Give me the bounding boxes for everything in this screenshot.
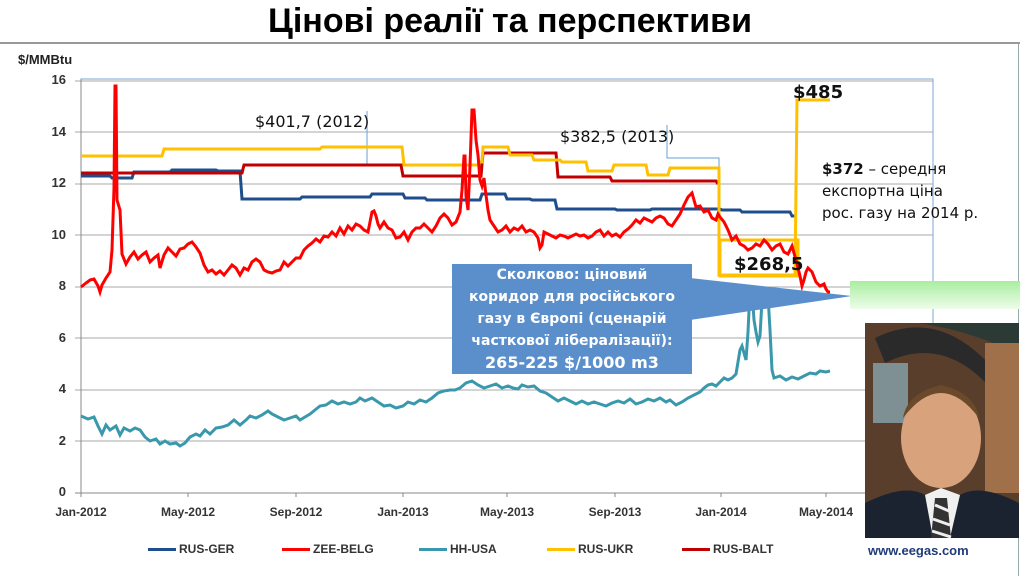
annotation-average-export-price: $372 – середня експортна ціна рос. газу … — [822, 160, 979, 222]
legend-item-rus-balt: RUS-BALT — [682, 542, 773, 556]
y-tick: 4 — [58, 381, 66, 396]
legend-swatch-icon — [148, 547, 176, 551]
legend-item-hh-usa: HH-USA — [419, 542, 497, 556]
legend-swatch-icon — [282, 547, 310, 551]
y-tick: 14 — [51, 124, 66, 139]
annotation-2012-price: $401,7 (2012) — [255, 112, 370, 131]
annotation-268-price: $268,5 — [734, 254, 804, 275]
callout-pointer — [690, 278, 852, 320]
x-tick: Sep-2012 — [269, 505, 323, 519]
series-hh-usa — [80, 288, 831, 448]
series-zee-belg — [80, 84, 830, 298]
y-tick: 16 — [51, 72, 66, 87]
skolkovo-callout: Сколково: ціновий коридор для російськог… — [452, 264, 692, 374]
y-tick: 12 — [51, 175, 66, 190]
y-tick: 8 — [58, 278, 66, 293]
price-corridor-bar — [850, 281, 1020, 309]
y-tick: 2 — [58, 433, 66, 448]
legend-item-zee-belg: ZEE-BELG — [282, 542, 374, 556]
gridlines — [75, 80, 933, 442]
x-tick: Jan-2014 — [695, 505, 747, 519]
x-tick: Sep-2013 — [588, 505, 642, 519]
frame-border — [1018, 44, 1019, 576]
y-axis-label: $/MMBtu — [18, 52, 73, 67]
y-tick: 0 — [58, 484, 66, 499]
legend-swatch-icon — [547, 547, 575, 551]
legend-swatch-icon — [682, 547, 710, 551]
annotation-485-price: $485 — [793, 82, 844, 103]
person-photo — [865, 323, 1019, 538]
x-tick: Jan-2013 — [377, 505, 429, 519]
x-tick: May-2013 — [479, 505, 535, 519]
x-tick: Jan-2012 — [55, 505, 107, 519]
legend-item-rus-ukr: RUS-UKR — [547, 542, 633, 556]
slide-title: Цінові реалії та перспективи — [268, 2, 752, 40]
photo-placeholder-icon — [865, 323, 1019, 538]
series-rus-ukr — [81, 98, 830, 277]
x-tick: May-2014 — [798, 505, 854, 519]
average-price-value: $372 — [822, 160, 864, 178]
x-tick: May-2012 — [160, 505, 216, 519]
source-link[interactable]: www.eegas.com — [868, 543, 969, 558]
legend-swatch-icon — [419, 547, 447, 551]
legend-item-rus-ger: RUS-GER — [148, 542, 234, 556]
y-tick: 10 — [51, 227, 66, 242]
annotation-2013-price: $382,5 (2013) — [560, 127, 675, 146]
title-divider — [0, 42, 1020, 44]
y-tick: 6 — [58, 330, 66, 345]
